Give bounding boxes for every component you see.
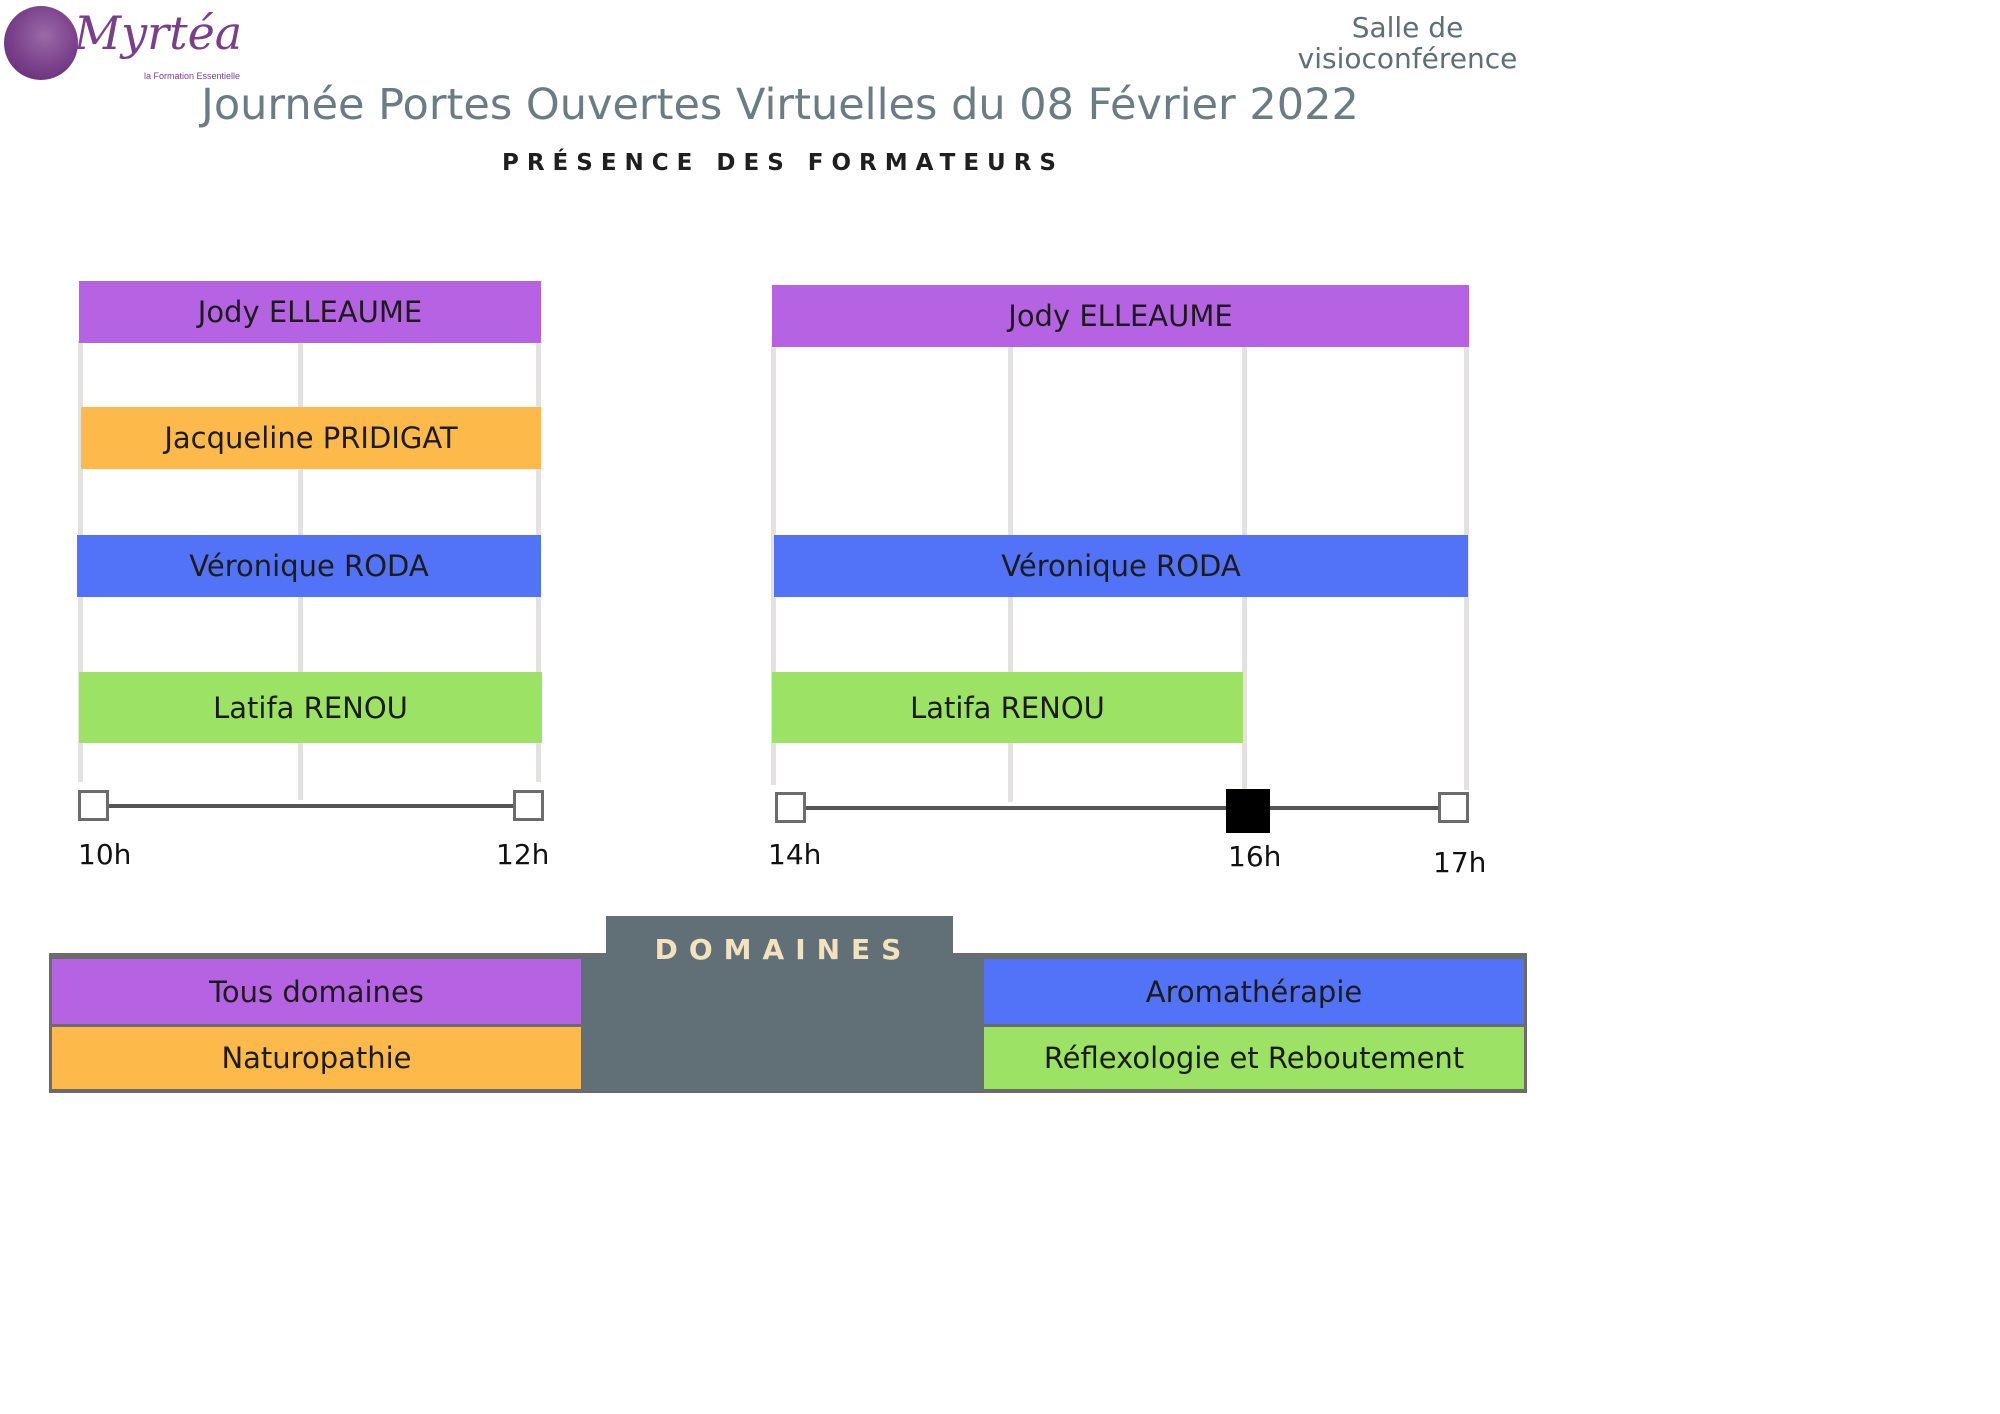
tick-label-end: 17h (1433, 846, 1487, 879)
time-marker-end (1438, 792, 1469, 823)
legend-item-reflexologie: Réflexologie et Reboutement (984, 1027, 1524, 1089)
legend-item-tous-domaines: Tous domaines (52, 959, 581, 1024)
bar-veronique-roda-afternoon: Véronique RODA (774, 535, 1468, 597)
bar-latifa-renou-morning: Latifa RENOU (79, 672, 542, 743)
legend-title: DOMAINES (654, 933, 913, 966)
logo-tagline: la Formation Essentielle (144, 71, 241, 81)
bar-jody-elleaume-morning: Jody ELLEAUME (79, 281, 541, 343)
time-marker-start (78, 790, 109, 821)
bar-veronique-roda-morning: Véronique RODA (77, 535, 541, 597)
tick-label-end: 12h (496, 838, 550, 871)
page-title: Journée Portes Ouvertes Virtuelles du 08… (201, 80, 1359, 130)
page-subtitle: PRÉSENCE DES FORMATEURS (501, 150, 1064, 176)
time-marker-end (513, 790, 544, 821)
time-marker-mid (1226, 789, 1270, 833)
time-marker-start (775, 792, 806, 823)
logo-name: Myrtéa (74, 6, 243, 60)
room-label: Salle de visioconférence (1297, 11, 1518, 75)
time-axis (804, 806, 1444, 810)
tick-label-mid: 16h (1228, 840, 1282, 873)
legend-center-panel (582, 956, 984, 1090)
logo-emblem (4, 6, 78, 80)
legend-item-aromatherapie: Aromathérapie (984, 959, 1524, 1024)
bar-latifa-renou-afternoon: Latifa RENOU (772, 672, 1243, 743)
bar-jody-elleaume-afternoon: Jody ELLEAUME (772, 285, 1469, 347)
legend-item-naturopathie: Naturopathie (52, 1027, 581, 1089)
bar-jacqueline-pridigat-morning: Jacqueline PRIDIGAT (81, 407, 541, 469)
grid-line (771, 345, 776, 785)
legend-tab (606, 916, 953, 960)
tick-label-start: 10h (78, 838, 132, 871)
time-axis (108, 804, 518, 808)
tick-label-start: 14h (768, 838, 822, 871)
